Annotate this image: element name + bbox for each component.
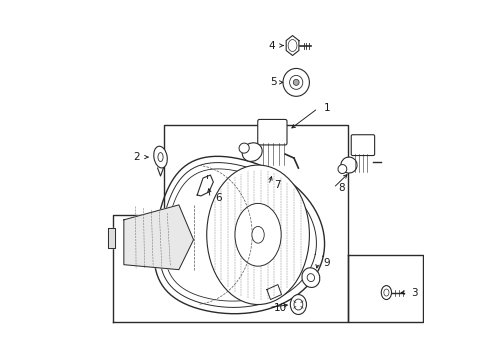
Text: 1: 1 [323,103,329,113]
Text: 8: 8 [338,183,345,193]
Text: 5: 5 [269,77,276,87]
Polygon shape [123,205,193,270]
Ellipse shape [251,226,264,243]
Ellipse shape [289,75,302,89]
Ellipse shape [206,165,309,305]
Ellipse shape [242,143,262,161]
FancyBboxPatch shape [257,120,286,145]
Polygon shape [107,228,115,248]
Ellipse shape [306,274,314,282]
Ellipse shape [239,143,249,153]
Text: 7: 7 [274,180,280,190]
Ellipse shape [293,80,299,85]
Ellipse shape [290,294,306,315]
Ellipse shape [287,40,296,51]
Ellipse shape [158,153,163,162]
Text: 3: 3 [410,288,417,298]
Ellipse shape [340,157,356,173]
Ellipse shape [283,68,309,96]
Polygon shape [164,169,307,301]
Text: 9: 9 [323,258,329,268]
Polygon shape [154,156,324,314]
Polygon shape [285,36,298,55]
Ellipse shape [381,285,391,300]
Text: 4: 4 [268,41,274,50]
Text: 2: 2 [133,152,140,162]
Ellipse shape [153,146,167,168]
Ellipse shape [337,165,346,174]
Ellipse shape [293,299,302,310]
Ellipse shape [235,203,281,266]
Text: 10: 10 [274,302,287,312]
Ellipse shape [301,268,319,287]
FancyBboxPatch shape [350,135,374,156]
Text: 6: 6 [215,193,222,203]
Polygon shape [159,163,316,307]
Ellipse shape [383,289,388,296]
